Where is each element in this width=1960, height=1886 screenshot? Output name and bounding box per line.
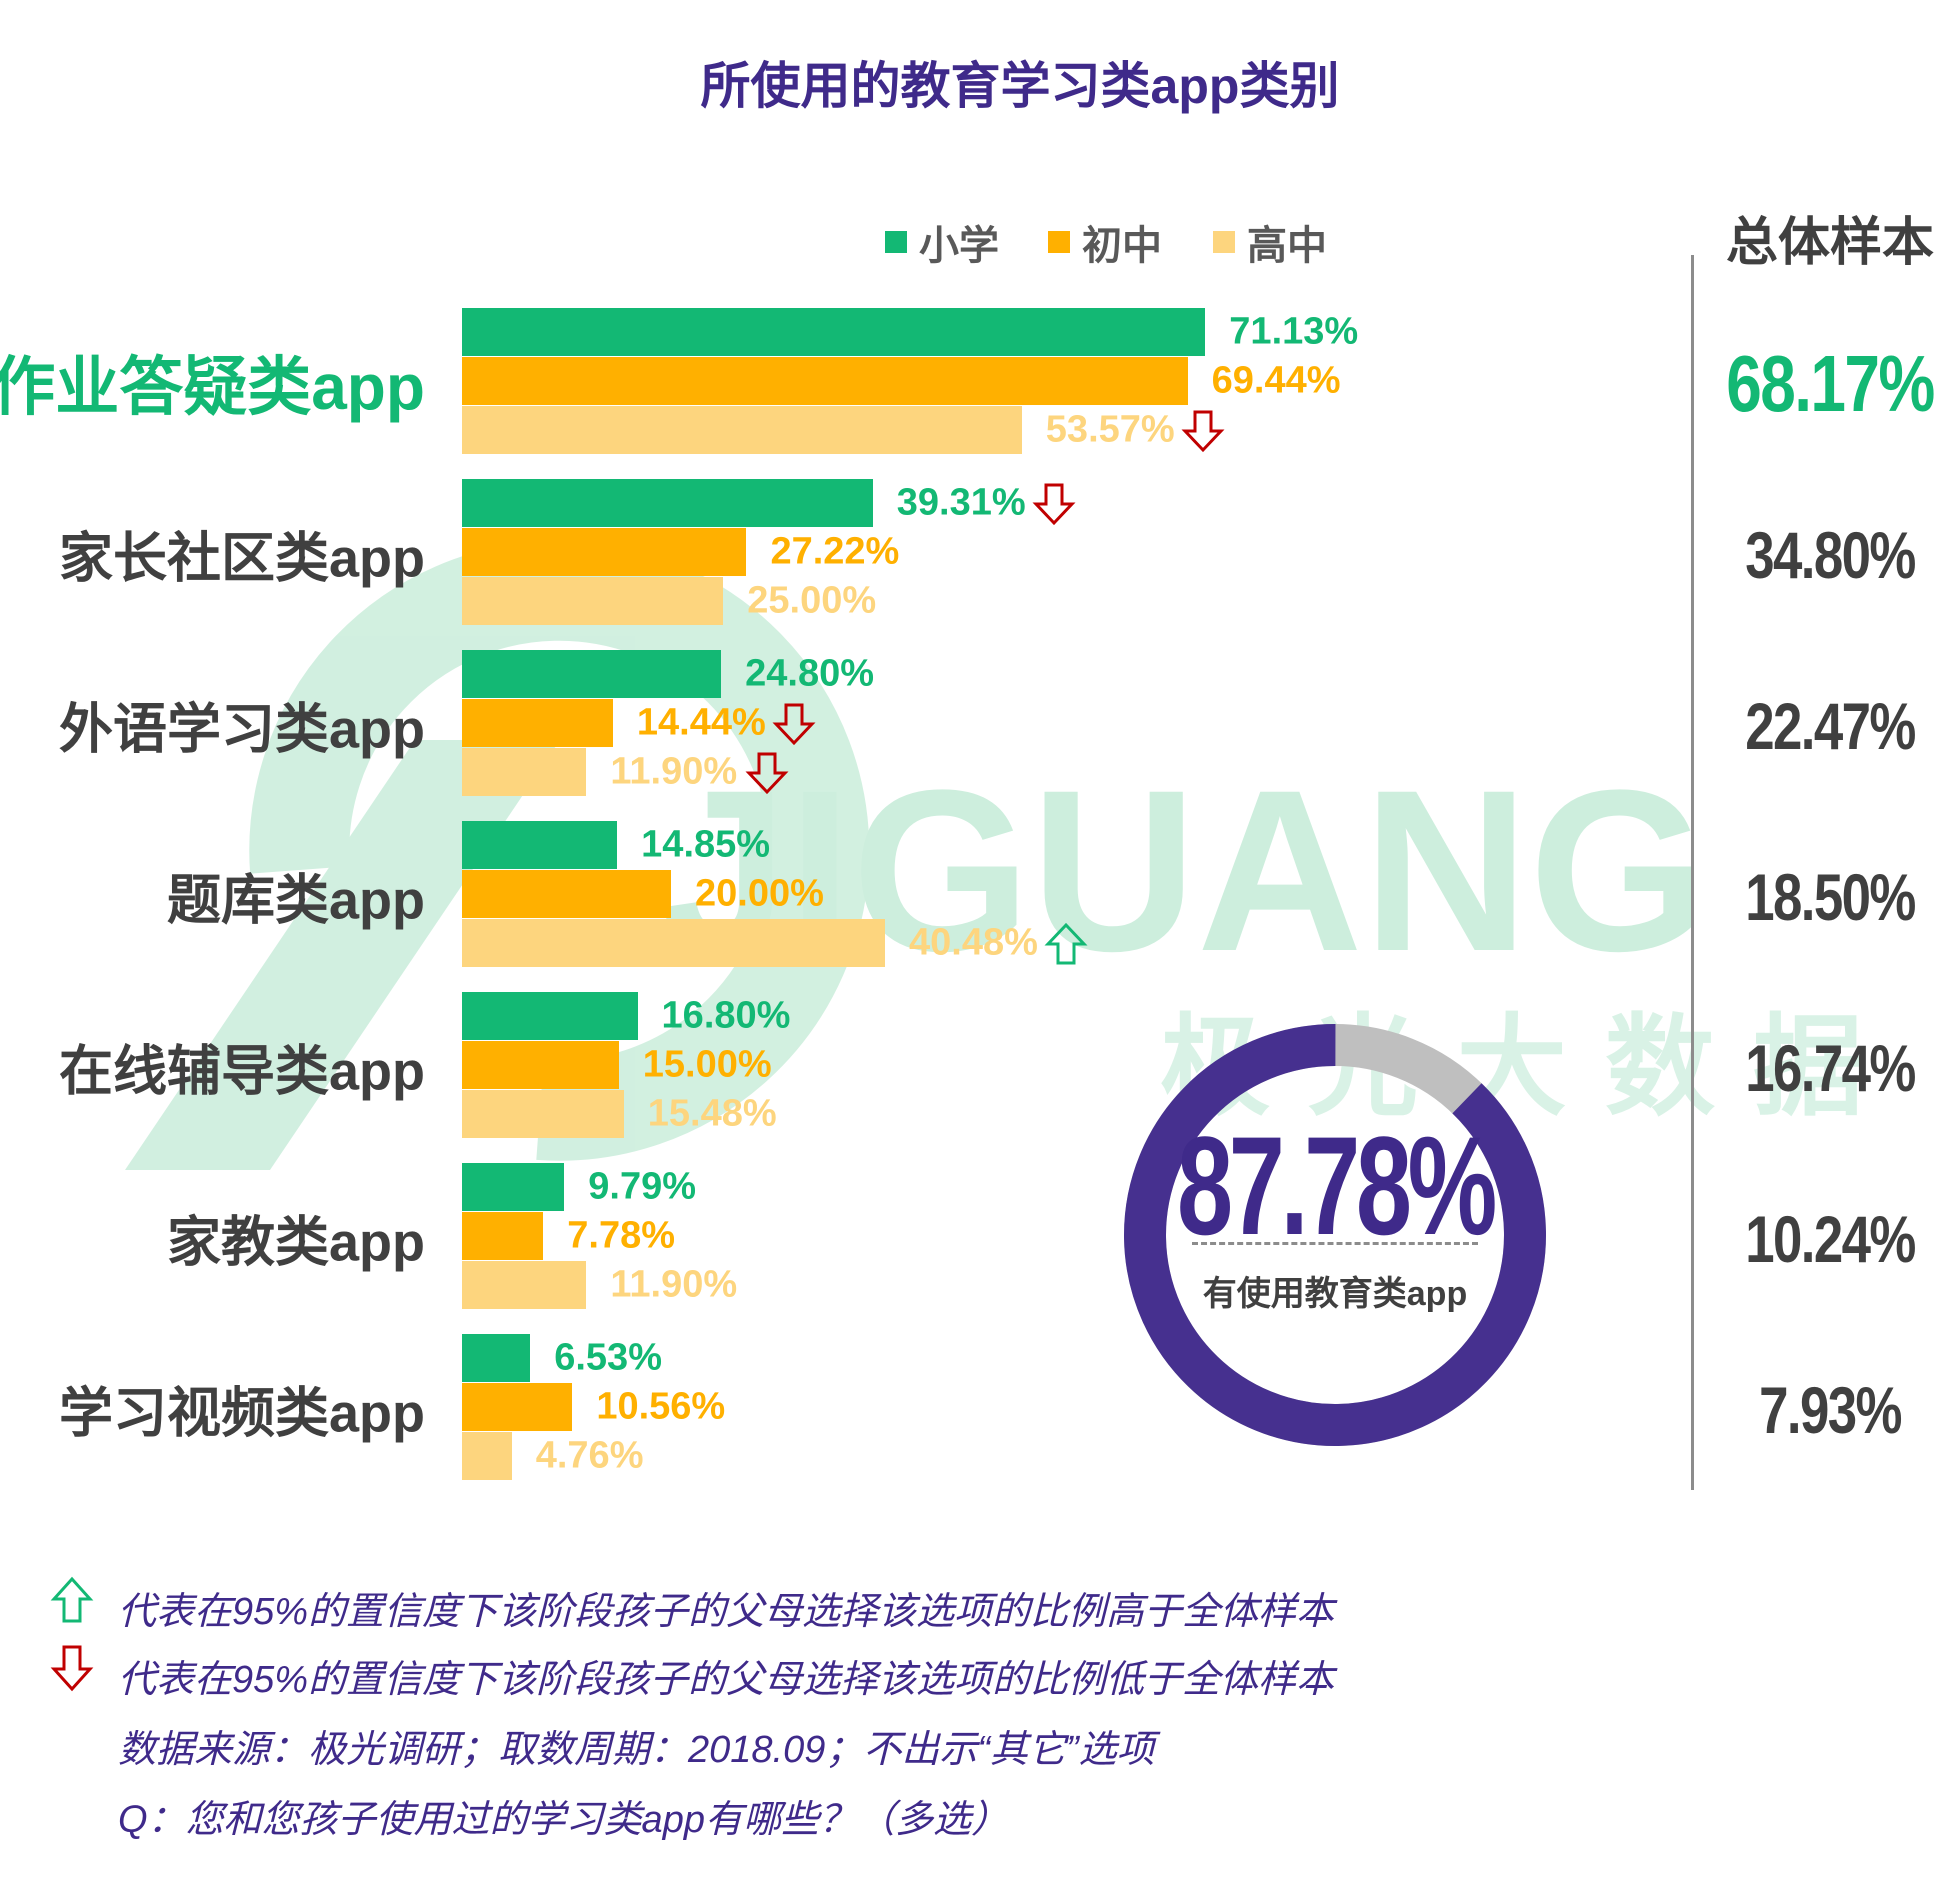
legend-label-middle: 初中: [1082, 224, 1162, 268]
total-sample-value: 7.93%: [1759, 1373, 1902, 1447]
chart-title: 所使用的教育学习类app类别: [700, 58, 1340, 114]
legend-item-primary: 小学: [885, 212, 999, 272]
category-label: 家长社区类app: [58, 528, 425, 589]
bar-value-label: 24.80%: [745, 652, 875, 695]
bar: [462, 870, 671, 918]
bar-value-label: 14.85%: [641, 823, 771, 866]
bar: [462, 699, 613, 747]
bar-value-label: 27.22%: [770, 530, 900, 573]
legend-label-high: 高中: [1247, 224, 1327, 268]
down-arrow-icon: [1181, 410, 1225, 453]
legend-swatch-high: [1213, 231, 1235, 253]
bar: [462, 919, 886, 967]
bar: [462, 650, 722, 698]
bar-value-label: 6.53%: [554, 1336, 662, 1379]
bar: [462, 528, 747, 576]
note-up: 代表在95%的置信度下该阶段孩子的父母选择该选项的比例高于全体样本: [118, 1591, 1335, 1633]
note-question: Q：您和您孩子使用过的学习类app有哪些？（多选）: [118, 1799, 1009, 1841]
legend-item-middle: 初中: [1048, 212, 1162, 272]
bar-value-label: 16.80%: [661, 994, 791, 1037]
bar-value-label: 40.48%: [909, 921, 1038, 964]
bar-value-label: 71.13%: [1229, 310, 1359, 353]
bar-value-label: 20.00%: [695, 872, 824, 915]
donut-value: 87.78%: [1177, 1107, 1497, 1264]
bar: [462, 1090, 624, 1138]
bar: [462, 1334, 531, 1382]
watermark-logo-arc: [249, 540, 870, 1161]
category-label: 外语学习类app: [58, 699, 425, 760]
total-sample-value: 68.17%: [1726, 339, 1935, 428]
up-arrow-icon: [1044, 922, 1088, 965]
category-label: 学习视频类app: [58, 1383, 425, 1444]
down-arrow-icon: [745, 752, 789, 795]
watermark-logo-slash: [125, 740, 560, 1170]
total-sample-value: 22.47%: [1745, 689, 1916, 763]
bar: [462, 821, 618, 869]
bar-value-label: 69.44%: [1211, 359, 1341, 402]
down-arrow-icon: [50, 1645, 94, 1692]
usage-donut: [1124, 1024, 1546, 1446]
donut-divider: [1192, 1242, 1478, 1245]
legend-swatch-primary: [885, 231, 907, 253]
category-label: 在线辅导类app: [58, 1041, 425, 1102]
bar-value-label: 7.78%: [567, 1214, 676, 1257]
bar-value-label: 15.00%: [642, 1043, 772, 1086]
total-sample-value: 10.24%: [1745, 1202, 1916, 1276]
up-arrow-icon: [50, 1576, 94, 1623]
category-label: 题库类app: [166, 870, 425, 931]
legend-swatch-middle: [1048, 231, 1070, 253]
bar: [462, 1041, 619, 1089]
bar-value-label: 25.00%: [747, 579, 877, 622]
bar: [462, 748, 587, 796]
category-label: 作业答疑类app: [0, 351, 425, 423]
down-arrow-icon: [772, 703, 816, 746]
donut-caption: 有使用教育类app: [1202, 1275, 1468, 1313]
legend-item-high: 高中: [1213, 212, 1327, 272]
legend-label-primary: 小学: [919, 224, 999, 268]
total-sample-value: 34.80%: [1745, 518, 1916, 592]
bar: [462, 1432, 512, 1480]
bar: [462, 406, 1022, 454]
bar-value-label: 53.57%: [1045, 408, 1175, 451]
bar: [462, 308, 1206, 356]
bar: [462, 357, 1188, 405]
bar-value-label: 10.56%: [596, 1385, 726, 1428]
total-sample-value: 18.50%: [1745, 860, 1916, 934]
bar-value-label: 15.48%: [647, 1092, 777, 1135]
bar: [462, 1261, 587, 1309]
bar: [462, 1212, 544, 1260]
bar-value-label: 4.76%: [535, 1434, 644, 1477]
bar-value-label: 9.79%: [588, 1165, 697, 1208]
category-label: 家教类app: [166, 1212, 425, 1273]
bar: [462, 1163, 565, 1211]
bar-value-label: 11.90%: [610, 1263, 738, 1306]
bar: [462, 1383, 573, 1431]
bar: [462, 577, 724, 625]
down-arrow-icon: [1032, 483, 1076, 526]
bar: [462, 479, 873, 527]
bar-value-label: 11.90%: [610, 750, 738, 793]
note-source: 数据来源：极光调研；取数周期：2018.09；不出示“其它”选项: [118, 1729, 1155, 1771]
total-sample-header: 总体样本: [1725, 214, 1934, 272]
total-sample-value: 16.74%: [1745, 1031, 1916, 1105]
bar-value-label: 14.44%: [636, 701, 766, 744]
divider-line: [1691, 255, 1694, 1490]
donut-value-arc: [1124, 1024, 1546, 1446]
bar-value-label: 39.31%: [896, 481, 1026, 524]
bar: [462, 992, 638, 1040]
note-down: 代表在95%的置信度下该阶段孩子的父母选择该选项的比例低于全体样本: [118, 1659, 1335, 1701]
